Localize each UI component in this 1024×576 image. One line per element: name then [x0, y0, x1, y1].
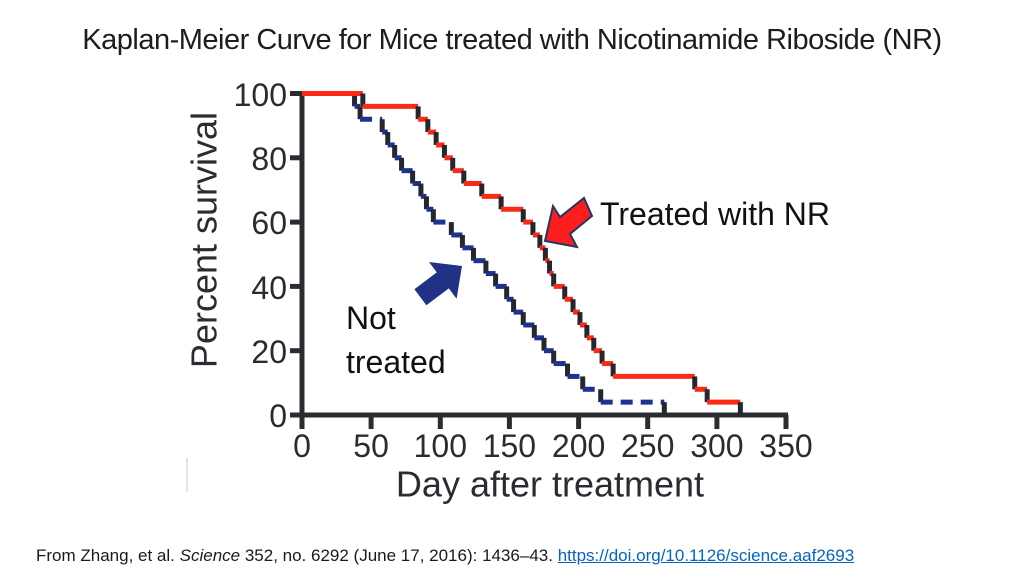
treated-with-nr-arrow-icon [543, 196, 594, 249]
x-axis-title: Day after treatment [396, 463, 704, 504]
x-tick-label: 200 [552, 428, 605, 464]
not-treated-label: Not treated [346, 296, 446, 384]
treated-with-nr-survival-curve [302, 91, 743, 415]
x-tick-label: 350 [759, 428, 812, 464]
x-tick-label: 50 [353, 428, 389, 464]
x-axis-ticks [299, 415, 789, 429]
scan-artifact [186, 458, 188, 492]
citation-doi-link[interactable]: https://doi.org/10.1126/science.aaf2693 [557, 546, 855, 565]
not-treated-label-line1: Not [346, 300, 396, 336]
citation: From Zhang, et al. Science 352, no. 6292… [36, 546, 854, 566]
y-axis-title: Percent survival [184, 112, 225, 368]
y-axis-tick-labels: 100 80 60 40 20 0 [234, 77, 287, 434]
not-treated-survival-curve [302, 91, 667, 415]
x-tick-label: 150 [483, 428, 536, 464]
y-tick-label: 80 [251, 141, 287, 177]
y-tick-label: 40 [251, 270, 287, 306]
not-treated-arrow-icon [414, 262, 462, 306]
y-tick-label: 20 [251, 334, 287, 370]
not-treated-label-line2: treated [346, 344, 446, 380]
y-tick-label: 0 [269, 398, 287, 434]
x-tick-label: 250 [621, 428, 674, 464]
x-tick-label: 0 [293, 428, 311, 464]
x-tick-label: 100 [414, 428, 467, 464]
page-title: Kaplan-Meier Curve for Mice treated with… [82, 24, 942, 56]
y-tick-label: 100 [234, 77, 287, 113]
x-tick-label: 300 [690, 428, 743, 464]
x-axis-tick-labels: 0 50 100 150 200 250 300 350 [293, 428, 813, 464]
citation-journal: Science [179, 546, 241, 565]
treated-with-nr-label: Treated with NR [600, 196, 830, 232]
y-tick-label: 60 [251, 205, 287, 241]
citation-middle: 352, no. 6292 (June 17, 2016): 1436–43. [240, 546, 558, 565]
y-axis-ticks [290, 91, 302, 418]
citation-prefix: From Zhang, et al. [36, 546, 180, 565]
